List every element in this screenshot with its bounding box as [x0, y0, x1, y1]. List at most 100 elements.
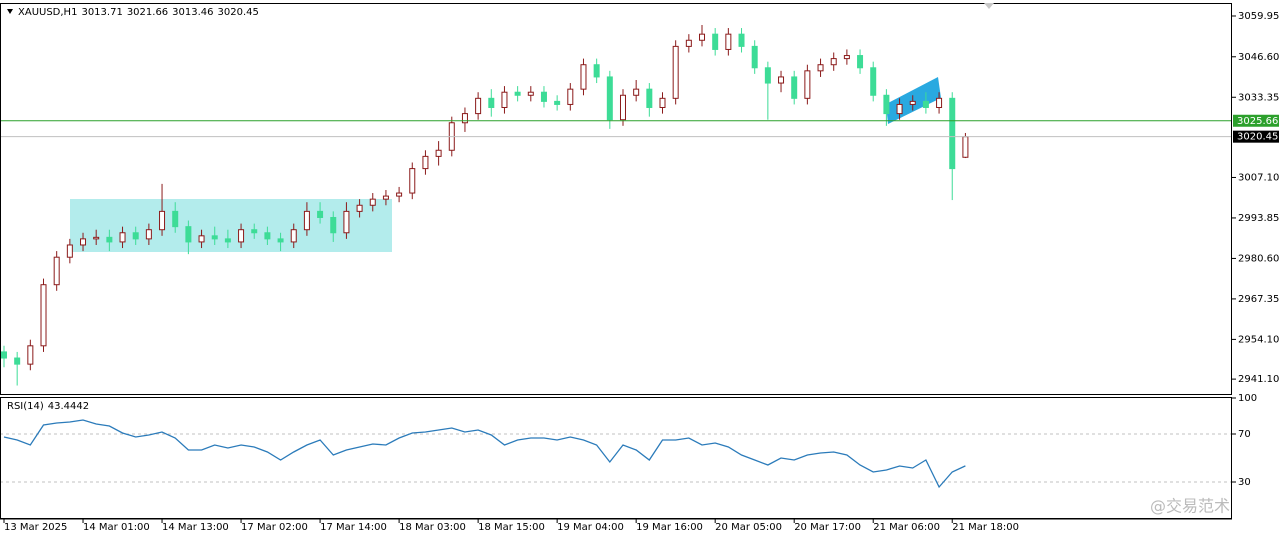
candle-body [356, 204, 363, 212]
x-tick-label: 13 Mar 2025 [4, 522, 67, 533]
candle-body [659, 97, 666, 108]
y-tick-label: 3059.95 [1238, 11, 1279, 22]
candle-body [606, 76, 613, 121]
x-tick-label: 18 Mar 15:00 [478, 522, 545, 533]
candle-body [593, 64, 600, 78]
candle-body [646, 88, 653, 108]
range-box [70, 199, 392, 252]
level-label: 3025.66 [1237, 116, 1278, 127]
y-tick-label: 2980.60 [1238, 253, 1279, 264]
candle-body [264, 232, 271, 240]
y-tick-label: 2993.85 [1238, 213, 1279, 224]
candle-body [369, 198, 376, 206]
candle-body [909, 100, 916, 105]
candle-body [857, 55, 864, 69]
symbol: XAUUSD,H1 [18, 7, 77, 18]
ohlc-close: 3020.45 [218, 7, 259, 18]
x-tick-label: 19 Mar 04:00 [557, 522, 624, 533]
candle-body [330, 216, 337, 234]
header: XAUUSD,H1 3013.71 3021.66 3013.46 3020.45 [18, 7, 259, 18]
x-tick-label: 17 Mar 02:00 [241, 522, 308, 533]
candle-body [883, 94, 890, 115]
header-arrow [7, 9, 13, 14]
candle-body [27, 345, 34, 365]
candle-body [725, 33, 732, 50]
x-tick-label: 18 Mar 03:00 [399, 522, 466, 533]
candle-body [712, 33, 719, 50]
watermark: @交易范术 [1150, 497, 1230, 516]
candle-body [132, 232, 139, 240]
candle-body [198, 235, 205, 243]
candle-body [435, 149, 442, 157]
candle-body [145, 229, 152, 240]
y-tick-label: 2954.10 [1238, 334, 1279, 345]
candle-body [540, 91, 547, 102]
y-tick-label: 100 [1238, 393, 1257, 404]
candle-body [53, 256, 60, 286]
candle-body [567, 88, 574, 105]
candle-body [672, 45, 679, 99]
candle-body [461, 113, 468, 124]
candle-body [159, 210, 166, 231]
candle-body [633, 88, 640, 96]
candle-body [949, 97, 956, 170]
x-tick-label: 20 Mar 05:00 [715, 522, 782, 533]
rsi-header: RSI(14) 43.4442 [7, 401, 89, 412]
y-tick-label: 3046.60 [1238, 52, 1279, 63]
candle-body [40, 284, 47, 347]
rsi-title: RSI(14) [7, 401, 44, 412]
candle-body [527, 91, 534, 96]
level-label-bg [1233, 114, 1279, 127]
candle-body [804, 70, 811, 99]
candle-body [830, 58, 837, 66]
candle-body [106, 236, 113, 243]
candle-body [290, 229, 297, 243]
candle-body [251, 229, 258, 234]
candle-body [738, 33, 745, 47]
candle-body [791, 76, 798, 99]
candle-body [343, 210, 350, 234]
candle-body [211, 235, 218, 240]
candle-body [619, 94, 626, 121]
x-tick-label: 21 Mar 06:00 [873, 522, 940, 533]
candle-body [580, 64, 587, 90]
candle-body [488, 97, 495, 108]
candle-body [1, 351, 7, 359]
candle-body [699, 33, 706, 41]
y-tick-label: 3033.35 [1238, 92, 1279, 103]
marks: 2941.10 2954.10 2967.35 2980.60 2993.85 3007.… [0, 11, 1279, 533]
price-frame [0, 3, 1232, 395]
candle-body [119, 232, 126, 243]
rsi-current: 43.4442 [48, 401, 89, 412]
x-tick-label: 14 Mar 01:00 [83, 522, 150, 533]
ohlc-high: 3021.66 [127, 7, 168, 18]
x-tick-label: 20 Mar 17:00 [794, 522, 861, 533]
candle-body [317, 210, 324, 218]
candle-body [224, 238, 231, 243]
candle-body [843, 55, 850, 60]
y-tick-label: 2941.10 [1238, 374, 1279, 385]
candle-body [501, 91, 508, 108]
candle-body [922, 100, 929, 108]
candle-body [962, 136, 969, 158]
x-tick-label: 17 Mar 14:00 [320, 522, 387, 533]
candle-body [422, 155, 429, 170]
candle-body [172, 210, 179, 228]
candle-body [303, 210, 310, 231]
y-tick-label: 2967.35 [1238, 294, 1279, 305]
candle-body [896, 103, 903, 115]
candle-body [764, 67, 771, 84]
price-label-bg [1233, 130, 1279, 143]
candle-body [870, 67, 877, 96]
y-tick-label: 70 [1238, 429, 1251, 440]
ohlc-low: 3013.46 [172, 7, 213, 18]
shift-marker [984, 3, 994, 9]
candle-body [936, 97, 943, 108]
candle-body [277, 238, 284, 243]
rsi-line [3, 419, 966, 489]
candle-body [93, 236, 100, 240]
candle-body [554, 100, 561, 105]
candle-body [475, 97, 482, 115]
